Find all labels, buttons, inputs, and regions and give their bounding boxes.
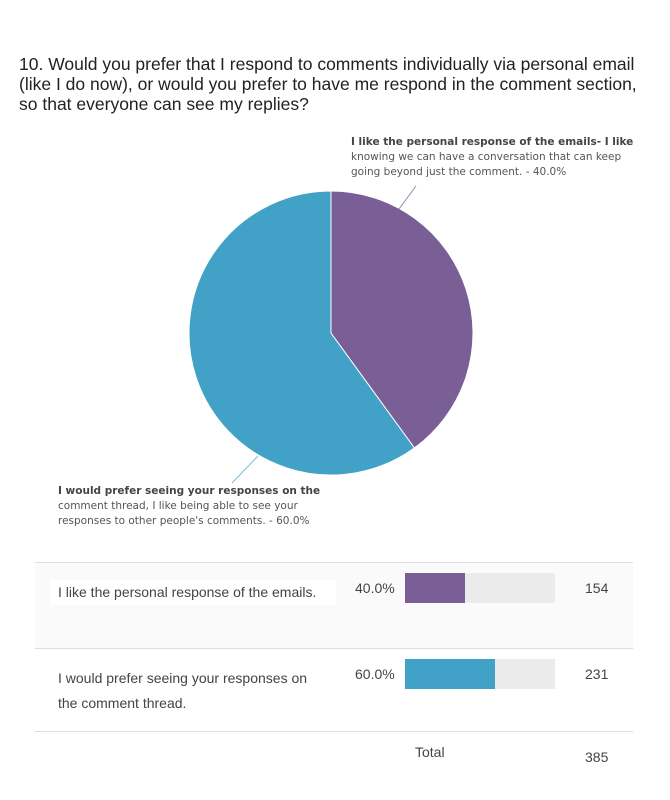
percent-bar [405,573,555,603]
answer-text: I would prefer seeing your responses on … [58,670,308,711]
leader-line-emails [398,185,417,210]
answer-percent: 60.0% [355,666,395,682]
pie-chart [188,185,474,484]
leader-line-thread [231,455,259,484]
slice-label-emails: I like the personal response of the emai… [351,136,634,178]
pie-slice-0 [330,190,474,449]
answer-text: I like the personal response of the emai… [50,580,336,605]
question-title: 10. Would you prefer that I respond to c… [19,54,637,114]
answer-count: 231 [585,666,609,682]
percent-bar-fill [405,573,465,603]
percent-bar [405,659,555,689]
total-row: Total 385 [35,731,633,772]
total-label: Total [415,744,445,760]
table-row: I like the personal response of the emai… [35,562,633,649]
slice-label-thread: I would prefer seeing your responses on … [58,485,321,527]
total-count: 385 [585,749,609,765]
pie-slice-1 [188,190,416,476]
table-row: I would prefer seeing your responses on … [35,648,633,732]
answer-percent: 40.0% [355,580,395,596]
answer-count: 154 [585,580,609,596]
percent-bar-fill [405,659,495,689]
